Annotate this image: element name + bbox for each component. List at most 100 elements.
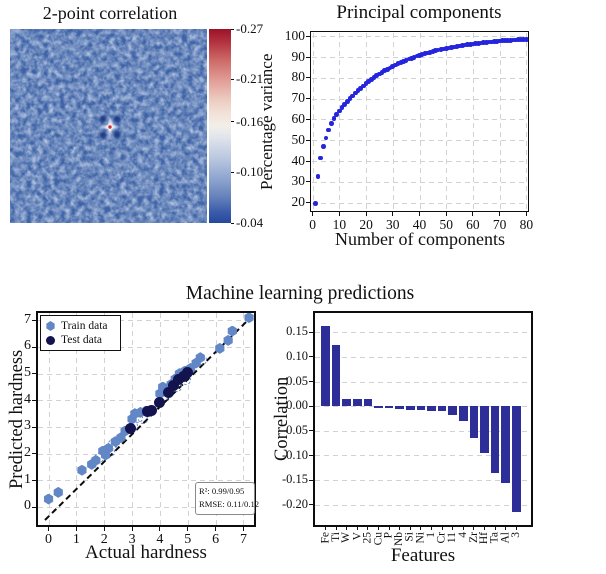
parity-y-axis-label: Predicted hardness [7,349,27,489]
tick-label: 30 [386,217,400,232]
tick-label: 7 [239,532,247,547]
pc-data-point [446,45,452,51]
colorbar-tick-label: -0.27 [236,21,264,36]
tick-label: 80 [519,217,534,232]
tick-label: 60 [291,111,306,127]
train-data-point [223,334,233,346]
gridline-v [366,33,368,210]
tick-label: 0.10 [286,349,308,364]
pc-data-point [443,45,449,51]
gridline-h [315,480,531,482]
tick-mark [306,35,310,37]
train-outline-point [196,355,207,366]
pc-data-point [449,44,454,50]
tick-mark [103,527,105,531]
tick-mark [431,527,432,530]
tick-mark [32,399,36,401]
gridline-h [315,455,531,457]
pc-data-point [313,201,318,206]
tick-mark [306,118,310,120]
train-data-point [77,464,87,476]
pc-data-point [353,90,358,96]
bar [353,398,362,407]
pc-data-point [385,66,390,72]
tick-mark [131,527,133,531]
tick-mark [419,212,420,216]
colorbar [209,29,231,223]
pc-data-point [342,102,347,107]
pc-data-point [329,121,334,126]
pc-data-point [387,65,393,71]
tick-label: 2 [24,444,31,460]
tick-label: 2 [100,532,108,547]
pca-x-axis-label: Number of components [335,229,505,249]
pc-data-point [350,93,356,99]
tick-mark [75,527,77,531]
bars-axes-frame [313,311,533,527]
gridline-h [38,427,254,428]
bars-x-axis-label: Features [390,545,456,566]
pc-data-point [510,37,516,43]
tick-mark [462,527,464,530]
pc-data-point [377,71,382,77]
pc-data-point [411,54,417,60]
tick-label: 100 [284,27,305,43]
pc-data-point [438,47,444,52]
tick-mark [338,212,340,216]
train-data-point [244,312,254,324]
tick-label: 50 [291,131,306,147]
tick-label: 40 [412,217,427,232]
tick-label: 0.15 [286,324,308,339]
pc-data-point [524,37,529,42]
train-data-point [127,413,137,425]
tick-mark [32,453,36,455]
pc-data-point [379,70,385,75]
tick-mark [306,56,310,58]
tick-mark [525,212,527,216]
pc-data-point [326,127,331,133]
colorbar-tick-mark [231,121,234,123]
tick-mark [388,527,390,530]
pc-data-point [502,38,508,43]
tick-mark [309,454,313,456]
pc-data-point [465,42,470,48]
gridline-v [76,313,78,525]
tick-mark [309,405,313,407]
pc-data-point [406,56,412,62]
pc-data-point [315,174,321,179]
pc-data-point [505,38,510,43]
bar [490,406,500,473]
pc-data-point [337,108,342,114]
gridline-h [38,347,254,348]
pc-data-point [489,39,494,45]
gridline-v [526,33,528,210]
legend-test-label: Test data [61,334,103,346]
tick-label: -0.10 [281,447,308,462]
tick-mark [309,381,313,383]
pc-data-point [321,144,326,149]
pc-data-point [481,40,486,45]
train-data-point [227,325,237,337]
train-data-point [87,458,97,470]
pc-data-point [334,111,339,117]
tick-label: 3 [128,532,136,547]
colorbar-tick-label: -0.10 [236,164,264,180]
train-data-point [135,406,146,418]
tick-mark [472,212,474,216]
pc-data-point [318,155,323,161]
heatmap-center-dark-lobes [99,115,121,139]
gridline-h [315,430,531,432]
pc-data-point [521,37,526,42]
pc-data-point [433,48,438,54]
test-data-point [125,422,137,434]
tick-label: 20 [359,217,373,232]
tick-label: 70 [291,90,306,106]
pc-data-point [414,53,420,59]
tick-label: 70 [492,217,507,232]
gridline-h [38,400,254,402]
train-data-point [215,342,225,354]
train-data-point [53,486,63,498]
pc-data-point [454,44,460,49]
tick-mark [309,504,313,506]
